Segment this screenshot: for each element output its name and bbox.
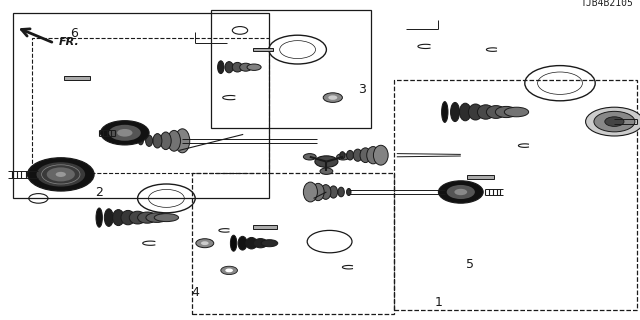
Circle shape	[605, 117, 624, 126]
Ellipse shape	[153, 134, 162, 148]
Bar	[13, 13, 269, 198]
Circle shape	[56, 172, 66, 177]
Ellipse shape	[495, 106, 517, 117]
Bar	[211, 10, 371, 128]
Ellipse shape	[96, 208, 102, 227]
Bar	[394, 80, 637, 310]
Circle shape	[328, 95, 337, 100]
Ellipse shape	[373, 145, 388, 165]
Circle shape	[109, 125, 141, 141]
Ellipse shape	[367, 147, 380, 164]
Ellipse shape	[477, 105, 494, 119]
Ellipse shape	[504, 107, 529, 117]
Text: 1: 1	[435, 296, 442, 309]
Ellipse shape	[154, 214, 179, 222]
Ellipse shape	[160, 132, 171, 150]
Ellipse shape	[232, 62, 243, 72]
Bar	[192, 173, 394, 314]
Bar	[253, 225, 277, 229]
Circle shape	[201, 241, 209, 245]
Circle shape	[594, 111, 635, 132]
Circle shape	[47, 167, 75, 181]
Text: FR.: FR.	[59, 36, 79, 47]
Circle shape	[196, 239, 214, 248]
Text: 3: 3	[358, 83, 365, 96]
Ellipse shape	[303, 182, 317, 202]
Ellipse shape	[360, 148, 371, 163]
Ellipse shape	[340, 152, 345, 159]
Ellipse shape	[129, 211, 146, 224]
Ellipse shape	[225, 61, 234, 73]
Ellipse shape	[312, 183, 324, 201]
Ellipse shape	[138, 137, 143, 145]
Circle shape	[337, 154, 349, 160]
Ellipse shape	[113, 210, 124, 226]
Text: 6: 6	[70, 27, 77, 40]
Text: 2: 2	[95, 186, 103, 198]
Bar	[64, 76, 90, 80]
Ellipse shape	[238, 236, 247, 250]
Circle shape	[315, 156, 338, 167]
Circle shape	[100, 121, 149, 145]
Circle shape	[320, 168, 333, 174]
Text: 4: 4	[191, 286, 199, 299]
Ellipse shape	[442, 101, 448, 122]
Ellipse shape	[218, 61, 224, 74]
Bar	[253, 48, 273, 51]
Ellipse shape	[460, 103, 471, 121]
Ellipse shape	[451, 102, 460, 122]
Ellipse shape	[486, 106, 506, 118]
Circle shape	[221, 266, 237, 275]
Ellipse shape	[168, 131, 180, 151]
Ellipse shape	[246, 237, 257, 249]
Ellipse shape	[353, 149, 362, 161]
Ellipse shape	[138, 212, 157, 223]
Circle shape	[438, 181, 483, 203]
Ellipse shape	[239, 63, 252, 71]
Ellipse shape	[230, 235, 237, 251]
Circle shape	[323, 93, 342, 102]
Circle shape	[225, 268, 233, 272]
Ellipse shape	[347, 188, 351, 196]
Circle shape	[586, 107, 640, 136]
Ellipse shape	[338, 187, 344, 197]
Bar	[467, 175, 494, 179]
Ellipse shape	[121, 211, 135, 225]
Circle shape	[303, 154, 316, 160]
Text: 5: 5	[467, 258, 474, 270]
Ellipse shape	[261, 240, 278, 247]
Circle shape	[117, 129, 132, 137]
Bar	[32, 38, 269, 173]
Ellipse shape	[468, 104, 483, 120]
Ellipse shape	[347, 150, 354, 160]
Ellipse shape	[146, 135, 153, 147]
Ellipse shape	[104, 209, 113, 227]
Ellipse shape	[321, 185, 331, 199]
Text: TJB4B2105: TJB4B2105	[580, 0, 634, 8]
Ellipse shape	[146, 213, 168, 222]
Ellipse shape	[329, 186, 338, 198]
Circle shape	[447, 185, 475, 199]
Circle shape	[454, 189, 467, 195]
Ellipse shape	[175, 129, 189, 153]
Ellipse shape	[253, 238, 268, 248]
Ellipse shape	[247, 64, 261, 70]
Circle shape	[36, 162, 85, 187]
Circle shape	[28, 158, 94, 191]
